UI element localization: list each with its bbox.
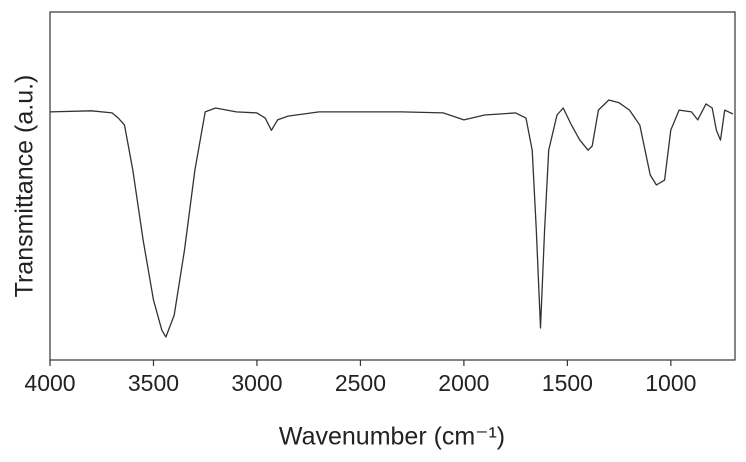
spectrum-line <box>49 99 734 338</box>
x-tick-label: 2000 <box>438 370 489 396</box>
x-tick-label: 1000 <box>645 370 696 396</box>
x-tick-label: 1500 <box>542 370 593 396</box>
x-tick-label: 4000 <box>24 370 75 396</box>
x-tick-label: 3500 <box>128 370 179 396</box>
x-tick-label: 2500 <box>335 370 386 396</box>
y-axis-label: Transmittance (a.u.) <box>11 75 39 298</box>
plot-frame <box>49 11 736 361</box>
x-tick-label: 3000 <box>231 370 282 396</box>
x-axis-label: Wavenumber (cm⁻¹) <box>279 423 505 451</box>
